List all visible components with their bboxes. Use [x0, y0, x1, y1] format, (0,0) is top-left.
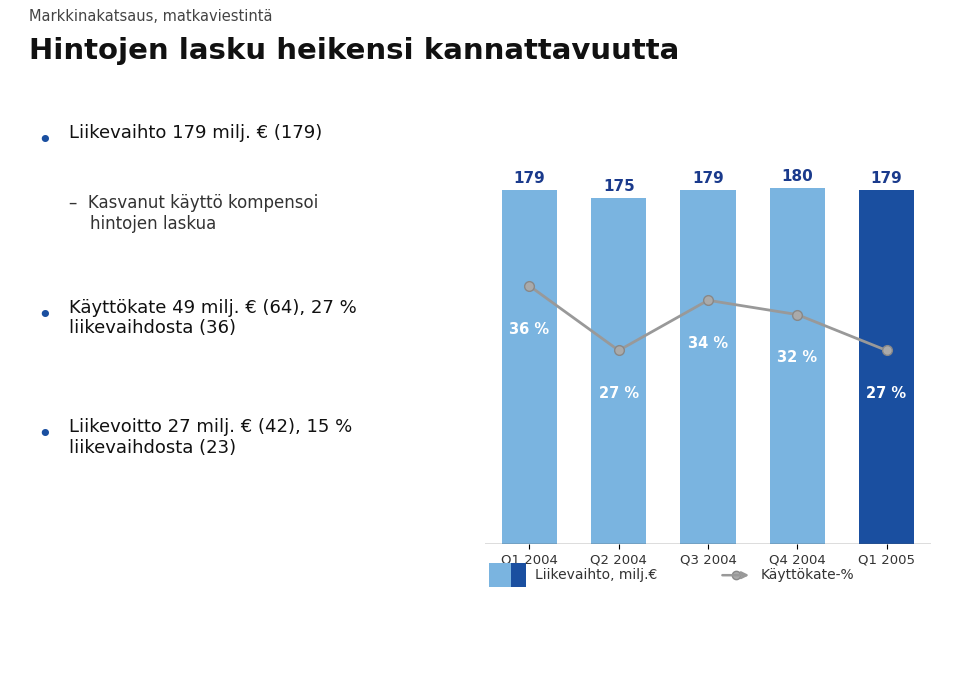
Text: 8: 8	[744, 646, 754, 660]
Text: elisa: elisa	[843, 639, 924, 667]
Text: 34 %: 34 %	[688, 336, 728, 351]
Text: –  Kasvanut käyttö kompensoi
    hintojen laskua: – Kasvanut käyttö kompensoi hintojen las…	[68, 194, 318, 233]
Text: 180: 180	[781, 168, 813, 184]
Text: Elisa Oyj: Elisa Oyj	[67, 646, 127, 660]
Bar	[591, 198, 646, 544]
Text: Liikevaihto ja käyttökate-%: Liikevaihto ja käyttökate-%	[572, 98, 849, 116]
Bar	[859, 190, 914, 544]
Text: Käyttökate-%: Käyttökate-%	[761, 568, 854, 582]
Text: Liikevaihto 179 milj. € (179): Liikevaihto 179 milj. € (179)	[68, 124, 322, 142]
Bar	[512, 563, 526, 588]
Text: 179: 179	[514, 170, 545, 186]
Text: 27 %: 27 %	[867, 386, 906, 401]
Text: 179: 179	[692, 170, 724, 186]
Text: 175: 175	[603, 179, 635, 193]
Text: •: •	[37, 129, 53, 153]
Text: Liikevoitto 27 milj. € (42), 15 %
liikevaihdosta (23): Liikevoitto 27 milj. € (42), 15 % liikev…	[68, 419, 351, 457]
Text: •: •	[37, 423, 53, 447]
Bar	[502, 190, 557, 544]
Text: Osavuosikatsaus Q1 2005, 28.4.2005: Osavuosikatsaus Q1 2005, 28.4.2005	[350, 646, 610, 660]
Text: Liikevaihto, milj.€: Liikevaihto, milj.€	[536, 568, 658, 582]
Text: 32 %: 32 %	[778, 350, 817, 365]
Bar	[681, 190, 735, 544]
Text: 179: 179	[871, 170, 902, 186]
Bar	[770, 188, 825, 544]
Text: Markkinakatsaus, matkaviestintä: Markkinakatsaus, matkaviestintä	[29, 8, 273, 24]
Text: •: •	[37, 304, 53, 328]
Text: Hintojen lasku heikensi kannattavuutta: Hintojen lasku heikensi kannattavuutta	[29, 37, 679, 65]
Bar	[490, 563, 512, 588]
Text: 36 %: 36 %	[510, 322, 549, 337]
Text: 27 %: 27 %	[599, 386, 638, 401]
Text: Käyttökate 49 milj. € (64), 27 %
liikevaihdosta (36): Käyttökate 49 milj. € (64), 27 % liikeva…	[68, 299, 356, 337]
